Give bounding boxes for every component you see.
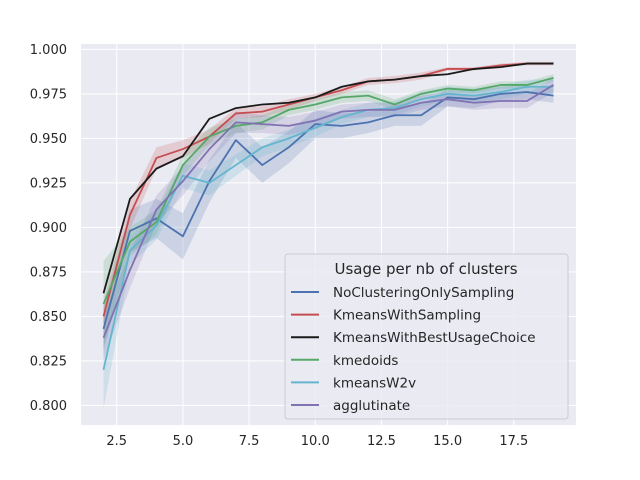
- legend-items: NoClusteringOnlySampling KmeansWithSampli…: [291, 285, 536, 414]
- confidence-band-0: [103, 84, 554, 351]
- x-tick-label: 5.0: [173, 434, 194, 449]
- legend-label: NoClusteringOnlySampling: [333, 285, 514, 301]
- x-tick-label: 17.5: [499, 434, 528, 449]
- confidence-band-5: [103, 77, 554, 360]
- x-tick-label: 12.5: [367, 434, 396, 449]
- y-tick-label: 0.875: [30, 265, 67, 280]
- legend-label: KmeansWithSampling: [333, 308, 481, 324]
- y-tick-label: 0.900: [30, 221, 67, 236]
- y-tick-label: 0.925: [30, 176, 67, 191]
- x-tick-label: 10.0: [301, 434, 330, 449]
- legend-box: [284, 253, 569, 420]
- x-tick-label: 2.5: [106, 434, 127, 449]
- y-tick-label: 0.825: [30, 354, 67, 369]
- y-axis-ticks: 0.800 0.825 0.850 0.875 0.900 0.925 0.950 0.975…: [30, 43, 67, 414]
- x-axis-ticks: 2.5 5.0 7.5 10.0 12.5 15.0 17.5: [106, 434, 528, 449]
- series-line-2: [102, 62, 554, 294]
- y-tick-label: 0.800: [30, 399, 67, 414]
- confidence-bands: [103, 61, 554, 409]
- legend-label: kmedoids: [333, 353, 398, 369]
- series-line-4: [102, 85, 554, 371]
- series-line-3: [102, 76, 554, 305]
- y-tick-label: 0.950: [30, 132, 67, 147]
- x-tick-label: 7.5: [239, 434, 260, 449]
- series-line-5: [102, 84, 554, 339]
- legend-label: KmeansWithBestUsageChoice: [333, 330, 536, 346]
- x-tick-label: 15.0: [433, 434, 462, 449]
- series-lines: [102, 62, 554, 371]
- legend: Usage per nb of clusters NoClusteringOnl…: [284, 253, 569, 420]
- legend-title: Usage per nb of clusters: [334, 260, 517, 278]
- legend-label: agglutinate: [333, 398, 410, 414]
- legend-label: kmeansW2v: [333, 375, 416, 391]
- y-tick-label: 0.975: [30, 87, 67, 102]
- series-line-0: [102, 91, 554, 330]
- y-tick-label: 1.000: [30, 43, 67, 58]
- confidence-band-1: [103, 61, 554, 331]
- y-tick-label: 0.850: [30, 310, 67, 325]
